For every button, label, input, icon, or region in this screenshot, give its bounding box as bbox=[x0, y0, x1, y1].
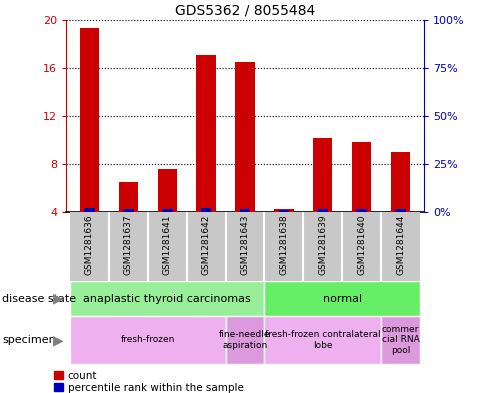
Bar bbox=[318, 209, 328, 212]
Legend: count, percentile rank within the sample: count, percentile rank within the sample bbox=[54, 371, 244, 393]
Text: normal: normal bbox=[322, 294, 362, 304]
Bar bbox=[235, 62, 255, 212]
Text: GSM1281644: GSM1281644 bbox=[396, 214, 405, 275]
Bar bbox=[391, 152, 410, 212]
Bar bbox=[274, 209, 294, 212]
Bar bbox=[225, 316, 265, 364]
Text: ▶: ▶ bbox=[53, 333, 64, 347]
Text: ▶: ▶ bbox=[53, 292, 64, 306]
Bar bbox=[265, 316, 381, 364]
Text: fresh-frozen: fresh-frozen bbox=[121, 336, 175, 344]
Text: anaplastic thyroid carcinomas: anaplastic thyroid carcinomas bbox=[83, 294, 251, 304]
Bar bbox=[352, 142, 371, 212]
Bar bbox=[201, 208, 212, 212]
Text: GSM1281641: GSM1281641 bbox=[163, 214, 172, 275]
Bar bbox=[395, 209, 406, 212]
Text: GSM1281643: GSM1281643 bbox=[241, 214, 249, 275]
Bar bbox=[278, 210, 289, 212]
Bar bbox=[70, 316, 225, 364]
Text: specimen: specimen bbox=[2, 335, 56, 345]
Bar bbox=[356, 209, 367, 212]
Text: GSM1281640: GSM1281640 bbox=[357, 214, 366, 275]
Text: fine-needle
aspiration: fine-needle aspiration bbox=[219, 330, 271, 350]
Bar bbox=[196, 55, 216, 212]
Bar bbox=[162, 209, 172, 212]
Text: disease state: disease state bbox=[2, 294, 76, 304]
Bar bbox=[119, 182, 138, 212]
Text: commer
cial RNA
pool: commer cial RNA pool bbox=[382, 325, 419, 355]
Text: GSM1281642: GSM1281642 bbox=[201, 214, 211, 275]
Bar bbox=[80, 28, 99, 212]
Bar bbox=[381, 316, 420, 364]
Bar bbox=[70, 281, 265, 316]
Text: GSM1281636: GSM1281636 bbox=[85, 214, 94, 275]
Title: GDS5362 / 8055484: GDS5362 / 8055484 bbox=[175, 3, 315, 17]
Bar bbox=[240, 209, 250, 212]
Text: GSM1281637: GSM1281637 bbox=[124, 214, 133, 275]
Text: GSM1281638: GSM1281638 bbox=[279, 214, 289, 275]
Bar bbox=[265, 281, 420, 316]
Bar bbox=[313, 138, 333, 212]
Bar bbox=[123, 209, 134, 212]
Bar bbox=[157, 169, 177, 212]
Bar bbox=[84, 208, 95, 212]
Text: GSM1281639: GSM1281639 bbox=[318, 214, 327, 275]
Text: fresh-frozen contralateral
lobe: fresh-frozen contralateral lobe bbox=[265, 330, 381, 350]
